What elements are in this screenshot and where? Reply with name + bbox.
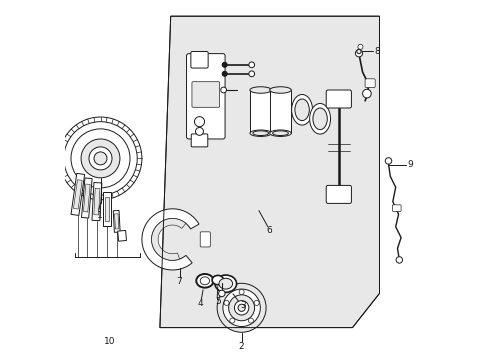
Bar — [249, 90, 271, 133]
Polygon shape — [92, 183, 102, 221]
Polygon shape — [160, 16, 379, 328]
FancyBboxPatch shape — [365, 79, 374, 87]
Ellipse shape — [219, 278, 232, 289]
Ellipse shape — [252, 131, 268, 136]
Polygon shape — [103, 192, 111, 226]
Circle shape — [89, 147, 112, 170]
Circle shape — [195, 127, 203, 135]
Circle shape — [248, 71, 254, 77]
Polygon shape — [114, 214, 119, 229]
Circle shape — [229, 318, 234, 323]
Polygon shape — [71, 174, 84, 215]
FancyBboxPatch shape — [325, 185, 351, 203]
Circle shape — [217, 283, 265, 332]
Circle shape — [222, 71, 227, 76]
Polygon shape — [73, 180, 82, 209]
Circle shape — [357, 44, 362, 49]
Text: 5: 5 — [215, 297, 220, 306]
Text: 4: 4 — [197, 299, 203, 307]
Polygon shape — [151, 219, 185, 260]
Circle shape — [395, 257, 402, 263]
Text: 9: 9 — [407, 160, 412, 169]
Text: 7: 7 — [176, 277, 182, 287]
Polygon shape — [81, 178, 92, 218]
Circle shape — [355, 50, 362, 57]
FancyBboxPatch shape — [192, 82, 219, 107]
Circle shape — [356, 49, 361, 54]
Circle shape — [228, 295, 254, 321]
Ellipse shape — [269, 87, 291, 93]
Polygon shape — [104, 197, 109, 221]
FancyBboxPatch shape — [392, 205, 400, 211]
Ellipse shape — [294, 99, 309, 121]
Ellipse shape — [309, 104, 330, 134]
Circle shape — [94, 152, 107, 165]
Circle shape — [59, 117, 142, 200]
Circle shape — [63, 122, 137, 195]
Circle shape — [223, 289, 260, 327]
Circle shape — [362, 89, 370, 98]
Circle shape — [254, 300, 259, 305]
Bar — [269, 90, 291, 133]
Ellipse shape — [272, 131, 288, 136]
Text: 6: 6 — [265, 226, 271, 235]
Ellipse shape — [312, 108, 326, 130]
Circle shape — [238, 304, 244, 311]
Text: 10: 10 — [103, 337, 115, 346]
Circle shape — [222, 62, 227, 67]
Ellipse shape — [249, 130, 271, 136]
Circle shape — [218, 290, 224, 297]
FancyBboxPatch shape — [200, 232, 210, 247]
Polygon shape — [118, 230, 126, 241]
FancyBboxPatch shape — [190, 51, 208, 68]
Circle shape — [248, 318, 253, 323]
Polygon shape — [142, 209, 199, 270]
Ellipse shape — [212, 275, 223, 285]
Polygon shape — [94, 188, 100, 215]
Ellipse shape — [215, 275, 236, 292]
Circle shape — [194, 117, 204, 127]
Circle shape — [385, 158, 391, 164]
Text: 2: 2 — [238, 342, 244, 351]
Circle shape — [81, 139, 120, 178]
FancyBboxPatch shape — [325, 90, 351, 108]
Circle shape — [239, 289, 244, 294]
Circle shape — [224, 300, 228, 305]
Ellipse shape — [196, 274, 213, 288]
FancyBboxPatch shape — [191, 134, 207, 147]
Circle shape — [71, 129, 130, 188]
Ellipse shape — [200, 277, 209, 285]
Ellipse shape — [291, 95, 312, 125]
Ellipse shape — [269, 130, 291, 136]
Ellipse shape — [249, 87, 271, 93]
Text: 1: 1 — [97, 211, 102, 220]
Circle shape — [248, 62, 254, 68]
FancyBboxPatch shape — [186, 54, 224, 139]
Text: 3: 3 — [240, 302, 245, 310]
Circle shape — [234, 301, 248, 315]
Circle shape — [220, 87, 226, 93]
Text: 8: 8 — [374, 47, 380, 56]
Polygon shape — [83, 184, 90, 212]
Polygon shape — [113, 211, 120, 232]
